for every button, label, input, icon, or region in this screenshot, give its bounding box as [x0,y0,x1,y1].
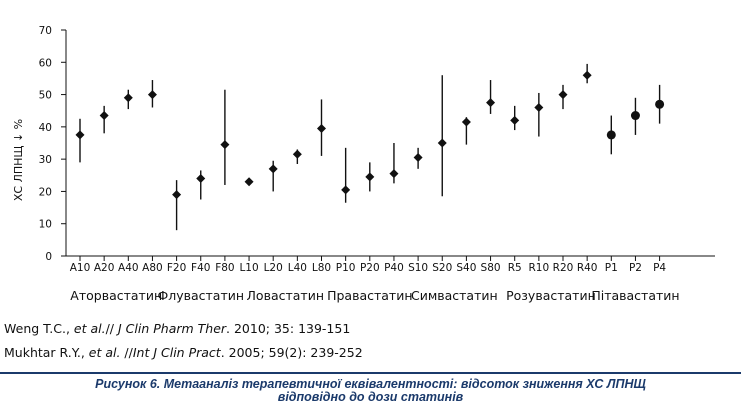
x-tick-label: L10 [239,262,258,274]
data-point-diamond [244,177,254,187]
x-tick-label: S20 [432,262,452,274]
group-label: Пітавастатин [591,288,679,303]
x-tick-label: P2 [629,262,642,274]
error-bars [79,63,661,231]
group-label: Розувастатин [506,288,596,303]
y-tick-label: 30 [39,154,52,166]
x-tick-label: A10 [70,262,91,274]
reference-1-sep: // [105,321,118,336]
reference-2-etal: et al. [88,345,121,360]
data-point-diamond [534,102,544,112]
reference-1-journal: J Clin Pharm Ther [118,321,227,336]
x-tick-label: F40 [191,262,210,274]
x-tick-label: S80 [481,262,501,274]
reference-1: Weng T.C., et al.// J Clin Pharm Ther. 2… [4,321,350,336]
reference-1-rest: . 2010; 35: 139-151 [226,321,351,336]
x-tick-label: P1 [605,262,618,274]
x-tick-label: F80 [215,262,234,274]
data-point-diamond [268,164,278,174]
data-point-diamond [317,123,326,133]
x-tick-label: L40 [288,262,307,274]
caption-rule [0,372,741,374]
x-tick-label: P10 [336,262,356,274]
data-point-diamond [147,90,157,100]
caption-line-2: відповідно до дози статинів [277,390,464,404]
y-tick-label: 40 [39,122,52,134]
data-points [75,70,665,200]
x-tick-label: A40 [118,262,139,274]
x-tick-label: F20 [167,262,186,274]
y-tick-label: 20 [39,186,52,198]
reference-2-rest: . 2005; 59(2): 239-252 [220,345,363,360]
reference-1-authors: Weng T.C., [4,321,74,336]
y-tick-label: 60 [39,57,52,69]
group-label: Правастатин [327,288,412,303]
group-label: Флувастатин [157,288,244,303]
x-tick-label: A20 [94,262,115,274]
x-tick-label: R40 [577,262,598,274]
y-tick-label: 50 [39,90,52,102]
data-point-diamond [196,174,206,184]
x-tick-label: P4 [653,262,666,274]
reference-1-etal: et al. [73,321,106,336]
x-tick-label: R5 [508,262,522,274]
data-point-diamond [123,93,133,103]
data-point-diamond [461,117,471,127]
data-point-circle [606,130,616,140]
y-ticks: 0 10 20 30 40 50 60 70 [39,25,66,263]
y-axis-label: ХС ЛПНЩ ↓ % [12,119,25,201]
data-point-diamond [220,140,230,150]
figure-caption: Рисунок 6. Метааналіз терапевтичної екві… [0,378,741,404]
x-tick-label: S10 [408,262,428,274]
reference-2: Mukhtar R.Y., et al. //Int J Clin Pract.… [4,345,363,360]
x-tick-label: R10 [529,262,550,274]
reference-2-authors: Mukhtar R.Y., [4,345,89,360]
data-point-diamond [389,169,399,179]
data-point-diamond [172,190,182,200]
group-label: Симвастатин [411,288,498,303]
data-point-diamond [486,98,496,108]
data-point-diamond [99,111,109,121]
data-point-diamond [75,130,85,140]
data-point-diamond [558,90,568,100]
data-point-diamond [341,185,351,195]
data-point-diamond [437,138,447,148]
x-tick-label: S40 [456,262,476,274]
y-tick-label: 70 [39,25,52,37]
x-tick-label: P40 [384,262,404,274]
group-label: Аторвастатин [70,288,162,303]
data-point-diamond [582,70,592,80]
x-tick-label: P20 [360,262,380,274]
data-point-diamond [510,115,520,125]
x-tick-label: L20 [264,262,283,274]
data-point-circle [655,99,665,109]
statin-chart: ХС ЛПНЩ ↓ % 0 10 20 30 40 50 60 70 A10 A20 A40 A80… [12,25,715,303]
data-point-circle [630,111,640,121]
group-label: Ловастатин [247,288,324,303]
y-tick-label: 10 [39,219,52,231]
x-tick-label: R20 [553,262,574,274]
caption-line-1: Рисунок 6. Метааналіз терапевтичної екві… [95,377,646,391]
reference-2-sep: // [120,345,133,360]
x-ticks: A10 A20 A40 A80 F20 F40 F80 L10 L20 L40 L80 P10 P20 P… [70,256,666,274]
reference-2-journal: Int J Clin Pract [132,345,221,360]
data-point-diamond [413,153,423,163]
data-point-diamond [365,172,375,182]
x-tick-label: A80 [142,262,163,274]
y-tick-label: 0 [45,251,52,263]
x-tick-label: L80 [312,262,331,274]
data-point-diamond [292,149,302,159]
